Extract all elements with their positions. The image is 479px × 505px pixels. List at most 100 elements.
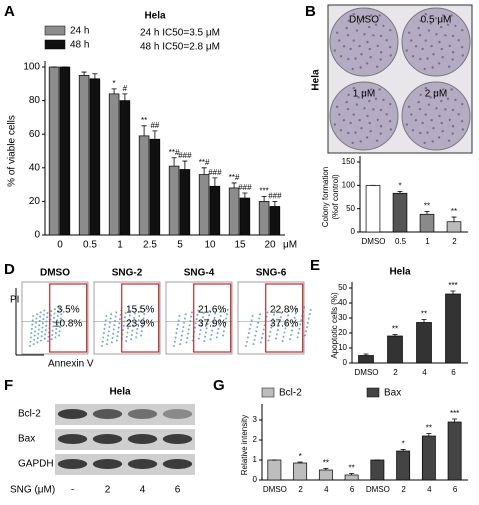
colony [431,140,434,143]
event-dot [43,309,46,312]
y-tick-label: 20 [338,328,347,337]
event-dot [140,334,143,337]
bar [89,78,101,236]
event-dot [47,335,50,338]
legend-label: Bcl-2 [279,388,302,399]
event-dot [304,330,307,333]
bar [119,100,131,236]
colony [374,97,378,100]
colony [414,119,418,122]
x-tick-label: 2 [298,485,303,494]
event-dot [200,324,203,327]
colony [354,57,357,60]
lane-label: 4 [140,485,146,496]
event-dot [45,324,48,327]
colony [447,65,451,68]
event-dot [175,332,178,335]
y-tick-label: 0 [351,227,356,236]
error-bar [451,216,457,222]
significance-label: ** [349,464,355,473]
event-dot [34,330,37,333]
colony [338,113,341,116]
bar [293,462,308,481]
event-dot [59,321,62,324]
event-dot [39,311,42,314]
colony [369,130,372,133]
colony [423,141,426,145]
colony [457,113,460,116]
event-dot [115,311,118,314]
colony [385,113,388,116]
event-dot [41,326,44,329]
event-dot [280,311,283,314]
colony [424,39,427,42]
event-dot [274,337,277,340]
event-dot [29,345,31,347]
event-dot [125,340,128,343]
colony [379,51,383,54]
colony [374,23,378,26]
event-dot [31,319,34,322]
x-tick-label: 2 [401,485,406,494]
event-dot [108,326,111,329]
significance-label: **# [169,148,180,157]
event-dot [135,336,138,339]
event-dot [179,343,182,346]
event-dot [208,314,211,317]
event-dot [136,327,139,330]
event-dot [53,308,56,311]
error-bar [323,468,329,470]
event-dot [52,325,55,328]
event-dot [117,326,120,329]
bar [447,421,462,481]
lower-quadrant: 37.6% [270,319,298,330]
event-dot [185,341,188,344]
event-dot [53,316,56,319]
event-dot [115,339,118,342]
error-bar [363,353,369,356]
event-dot [197,337,200,340]
event-dot [50,310,53,313]
event-dot [299,323,302,326]
colony [368,121,371,125]
event-dot [224,321,227,324]
colony [446,97,450,100]
well-label: 1 μM [353,89,375,100]
x-tick-label: 4 [427,485,432,494]
colony [347,19,350,22]
band [92,459,123,469]
event-dot [306,321,309,324]
colony [369,88,373,91]
event-dot [125,335,128,338]
event-dot [180,334,183,337]
colony [451,51,455,54]
event-dot [296,336,299,339]
lane-label: - [71,485,74,496]
y-tick-label: 2 [253,435,258,444]
event-dot [248,327,251,330]
colony [427,29,431,32]
y-tick-label: 0 [343,358,348,367]
colony [407,105,411,109]
colony [460,45,464,49]
event-dot [216,332,219,335]
event-dot [271,322,274,325]
colony [366,40,369,44]
lane-label: 6 [175,485,181,496]
event-dot [218,323,221,326]
y-tick-label: 60 [29,129,41,140]
event-dot [122,324,125,327]
legend-swatch [44,39,66,50]
colony [407,31,411,35]
x-tick-label: 4 [324,485,329,494]
event-dot [55,323,58,326]
error-bar [122,93,128,101]
error-bar [141,125,147,136]
event-dot [127,327,130,330]
y-tick-label: 50 [346,204,355,213]
colony [359,66,362,69]
plot-frame [93,281,161,355]
error-bar [231,182,237,188]
y-axis-label: PI [10,295,19,306]
colony [424,113,427,116]
